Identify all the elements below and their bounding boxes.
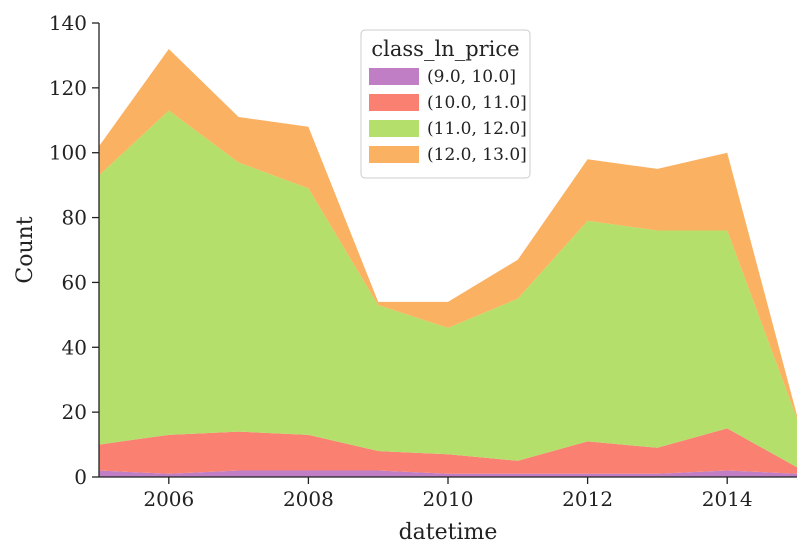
x-tick-label: 2014	[702, 487, 753, 511]
x-tick-label: 2012	[562, 487, 613, 511]
area-series-1	[99, 470, 797, 477]
legend: class_ln_price (9.0, 10.0] (10.0, 11.0] (1…	[360, 29, 531, 179]
area-series-2	[99, 428, 797, 474]
x-axis-label: datetime	[399, 520, 498, 545]
y-ticks: 0 20 40 60 80 100 120 140	[49, 11, 99, 489]
y-tick-label: 0	[74, 465, 87, 489]
y-tick-label: 80	[62, 206, 87, 230]
legend-item-label: (9.0, 10.0]	[427, 67, 516, 87]
legend-title: class_ln_price	[371, 37, 519, 61]
x-tick-label: 2008	[283, 487, 334, 511]
legend-item-label: (10.0, 11.0]	[427, 93, 527, 113]
x-tick-label: 2006	[143, 487, 194, 511]
legend-swatch	[369, 68, 419, 85]
x-tick-label: 2010	[423, 487, 474, 511]
area-series-3	[99, 110, 797, 468]
y-tick-label: 40	[62, 335, 87, 359]
legend-swatch	[369, 120, 419, 137]
y-tick-label: 60	[62, 270, 87, 294]
y-tick-label: 140	[49, 11, 87, 35]
x-ticks: 2006 2008 2010 2012 2014	[143, 477, 753, 511]
area-series-4	[99, 48, 797, 419]
y-axis-label: Count	[13, 216, 38, 283]
y-tick-label: 100	[49, 141, 87, 165]
legend-frame	[360, 29, 531, 179]
legend-items: (9.0, 10.0] (10.0, 11.0] (11.0, 12.0] (12.0…	[369, 67, 527, 165]
y-tick-label: 120	[49, 76, 87, 100]
legend-swatch	[369, 94, 419, 111]
legend-item-label: (11.0, 12.0]	[427, 119, 527, 139]
area-series-group	[99, 48, 797, 477]
y-tick-label: 20	[62, 400, 87, 424]
legend-item-label: (12.0, 13.0]	[427, 145, 527, 165]
legend-swatch	[369, 146, 419, 163]
